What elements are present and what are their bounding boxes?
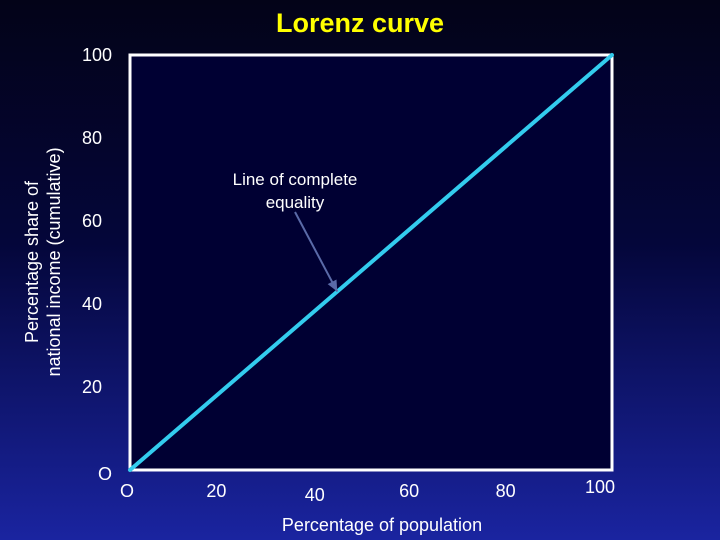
y-tick-label: 60: [82, 211, 102, 231]
x-tick-label: 60: [399, 481, 419, 501]
equality-line: [128, 53, 614, 472]
y-axis-label: Percentage share of national income (cum…: [22, 147, 64, 376]
annotation-line-2: equality: [266, 193, 325, 212]
y-axis-ticks: 20 40 60 80 100: [82, 45, 112, 397]
y-tick-label: 20: [82, 377, 102, 397]
y-tick-label: 40: [82, 294, 102, 314]
x-axis-ticks: 20 40 60 80 100: [206, 477, 615, 505]
chart-title: Lorenz curve: [275, 8, 445, 38]
x-axis-label: Percentage of population: [282, 515, 482, 535]
x-tick-label: 100: [585, 477, 615, 497]
origin-label-x: O: [120, 481, 134, 501]
annotation-arrow: [294, 211, 339, 293]
y-tick-label: 80: [82, 128, 102, 148]
annotation-arrowhead: [327, 279, 338, 292]
y-tick-label: 100: [82, 45, 112, 65]
annotation-line-1: Line of complete: [233, 170, 358, 189]
y-axis-label-line-2: national income (cumulative): [44, 147, 64, 376]
x-tick-label: 80: [496, 481, 516, 501]
origin-label-y: O: [98, 464, 112, 484]
y-axis-label-line-1: Percentage share of: [22, 180, 42, 343]
x-tick-label: 20: [206, 481, 226, 501]
x-tick-label: 40: [305, 485, 325, 505]
